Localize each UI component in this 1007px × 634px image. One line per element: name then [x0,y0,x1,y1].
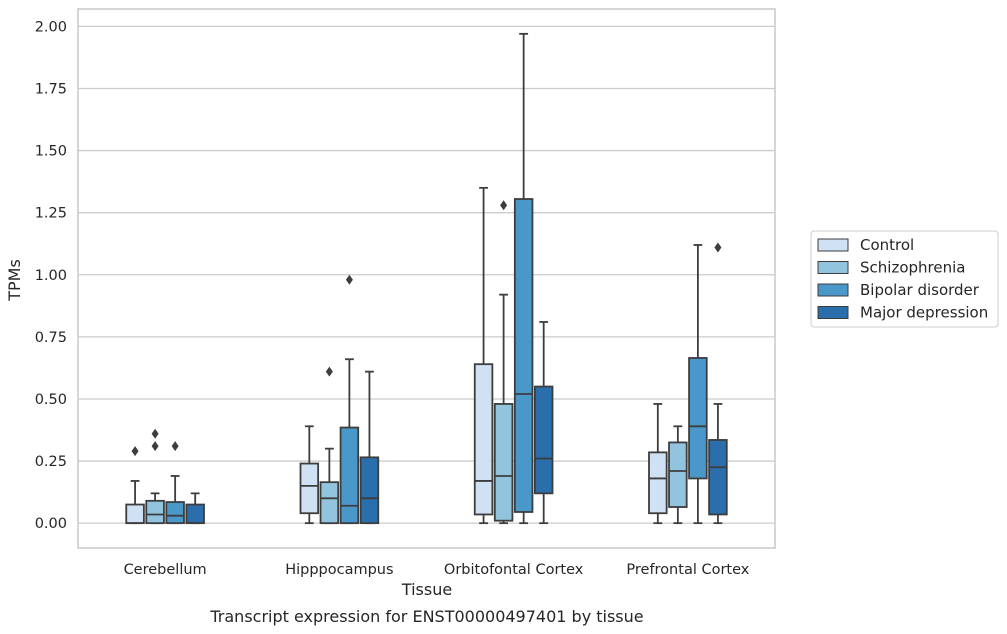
box-iqr [299,462,320,515]
x-axis-label: Tissue [401,580,452,599]
legend-swatch [817,261,849,274]
box-iqr [648,451,668,515]
box-major-depression [708,242,728,525]
x-tick-label: Cerebellum [124,562,207,578]
box-iqr [473,363,494,516]
box-control [473,186,494,525]
legend-label: Control [860,236,914,254]
legend-swatch [817,306,849,319]
legend-label: Major depression [860,304,988,322]
box-iqr [708,439,728,516]
chart-caption: Transcript expression for ENST0000049740… [209,607,643,626]
y-tick-label: 1.75 [35,81,67,97]
box-iqr [319,481,340,525]
box-plot-series [125,32,728,525]
box-bipolar-disorder [165,441,185,525]
box-iqr [688,357,708,480]
y-tick-labels: 0.00 0.25 0.50 0.75 1.00 1.25 1.50 1.75 2.00 [35,19,67,532]
box-schizophrenia [493,200,514,525]
y-tick-label: 0.00 [35,516,67,532]
box-iqr [165,501,185,525]
legend-swatch [817,238,849,252]
box-control [125,446,145,525]
box-bipolar-disorder [339,274,360,525]
outlier-point [500,200,508,211]
box-major-depression [533,321,554,525]
box-iqr [533,385,554,495]
y-tick-label: 1.25 [35,206,67,222]
x-tick-label: Hipppocampus [285,562,393,578]
legend: Control Schizophrenia Bipolar disorder Majo… [810,230,999,328]
y-tick-label: 1.50 [35,144,67,160]
outlier-point [151,428,159,439]
outlier-point [345,274,353,285]
x-tick-labels: Cerebellum Hipppocampus Orbitofontal Corte… [124,562,750,578]
legend-label: Schizophrenia [860,259,965,277]
box-control [648,403,668,525]
legend-frame [810,230,999,328]
outlier-point [151,441,159,452]
outlier-point [325,366,333,377]
outlier-point [131,446,139,457]
box-iqr [493,403,514,522]
box-iqr [513,198,534,513]
box-control [299,425,320,525]
y-axis-label: TPMs [5,259,24,302]
box-major-depression [185,492,205,525]
box-schizophrenia [668,425,688,525]
box-iqr [359,456,380,525]
y-tick-label: 2.00 [35,19,67,35]
x-tick-label: Orbitofontal Cortex [444,562,584,578]
plot-area-frame [77,8,776,549]
gridlines [78,25,775,524]
box-iqr [145,499,165,525]
y-tick-label: 0.25 [35,454,67,470]
x-tick-label: Prefrontal Cortex [626,562,749,578]
box-schizophrenia [145,428,165,525]
box-schizophrenia [319,366,340,525]
box-major-depression [359,370,380,525]
legend-swatch [817,283,849,297]
y-tick-label: 0.75 [35,330,67,346]
box-bipolar-disorder [513,32,534,525]
y-tick-label: 0.50 [35,392,67,408]
outlier-point [171,441,179,452]
legend-label: Bipolar disorder [860,281,980,299]
box-iqr [339,426,360,525]
box-bipolar-disorder [688,244,708,525]
box-iqr [185,503,205,525]
box-iqr [668,441,688,508]
y-tick-label: 1.00 [35,268,67,284]
box-iqr [125,503,145,525]
outlier-point [714,242,722,253]
